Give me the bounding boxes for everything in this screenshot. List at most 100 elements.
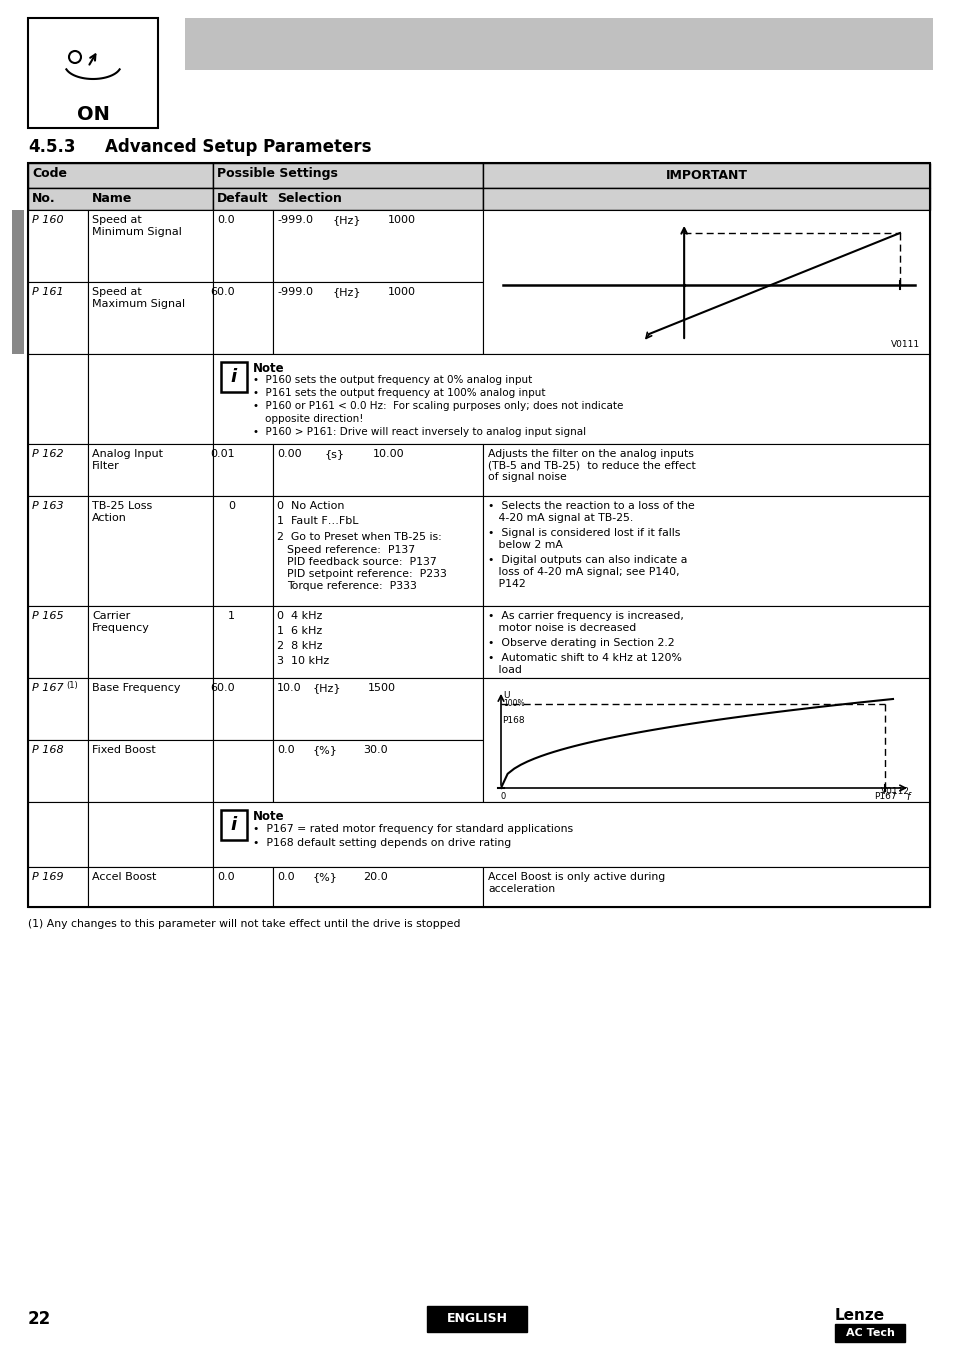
Text: PID setpoint reference:  P233: PID setpoint reference: P233 <box>287 568 446 579</box>
Text: P 167: P 167 <box>32 683 64 692</box>
Text: f: f <box>905 792 909 801</box>
Text: P 168: P 168 <box>32 746 64 755</box>
Text: opposite direction!: opposite direction! <box>265 414 363 424</box>
Text: 0.01: 0.01 <box>211 448 234 459</box>
Text: •  Automatic shift to 4 kHz at 120%: • Automatic shift to 4 kHz at 120% <box>488 653 681 662</box>
Bar <box>213 801 929 867</box>
Text: •  P160 > P161: Drive will react inversely to analog input signal: • P160 > P161: Drive will react inversel… <box>253 427 585 438</box>
Text: 100%: 100% <box>502 699 524 707</box>
Bar <box>28 801 88 867</box>
Text: 4-20 mA signal at TB-25.: 4-20 mA signal at TB-25. <box>488 512 633 523</box>
Bar <box>88 210 213 282</box>
Text: •  P168 default setting depends on drive rating: • P168 default setting depends on drive … <box>253 838 511 848</box>
Text: 1000: 1000 <box>388 288 416 297</box>
Text: •  P160 sets the output frequency at 0% analog input: • P160 sets the output frequency at 0% a… <box>253 375 532 384</box>
Text: Selection: Selection <box>276 192 341 204</box>
Bar <box>213 444 273 496</box>
Text: 20.0: 20.0 <box>363 872 387 882</box>
Text: P167: P167 <box>873 792 896 801</box>
Bar <box>834 1323 904 1343</box>
Text: 0: 0 <box>228 502 234 511</box>
Text: Torque reference:  P333: Torque reference: P333 <box>287 581 416 592</box>
Text: 60.0: 60.0 <box>211 683 234 692</box>
Text: Accel Boost is only active during
acceleration: Accel Boost is only active during accele… <box>488 872 664 894</box>
Text: -999.0: -999.0 <box>276 288 313 297</box>
Text: 1500: 1500 <box>368 683 395 692</box>
Bar <box>273 740 482 801</box>
Bar <box>28 444 88 496</box>
Text: •  Digital outputs can also indicate a: • Digital outputs can also indicate a <box>488 555 687 566</box>
Text: Advanced Setup Parameters: Advanced Setup Parameters <box>105 138 371 155</box>
Bar <box>28 354 88 444</box>
Bar <box>482 210 929 354</box>
Bar <box>482 496 929 607</box>
Bar <box>28 740 88 801</box>
Text: 22: 22 <box>28 1310 51 1328</box>
Bar <box>28 867 88 906</box>
Bar <box>88 607 213 677</box>
Bar <box>28 210 88 282</box>
Bar <box>213 164 482 188</box>
Text: {%}: {%} <box>313 872 337 882</box>
Text: •  As carrier frequency is increased,: • As carrier frequency is increased, <box>488 611 683 622</box>
Text: (1) Any changes to this parameter will not take effect until the drive is stoppe: (1) Any changes to this parameter will n… <box>28 919 460 930</box>
Text: 0.0: 0.0 <box>276 746 294 755</box>
Bar <box>273 607 482 677</box>
Text: {s}: {s} <box>325 448 345 459</box>
Text: Note: Note <box>253 363 284 375</box>
Text: •  P161 sets the output frequency at 100% analog input: • P161 sets the output frequency at 100%… <box>253 388 545 398</box>
Text: 60.0: 60.0 <box>211 288 234 297</box>
Text: Default: Default <box>216 192 269 204</box>
Bar <box>213 188 482 210</box>
Text: Speed at
Minimum Signal: Speed at Minimum Signal <box>91 215 182 237</box>
Text: {Hz}: {Hz} <box>333 215 361 225</box>
Text: V0111: V0111 <box>890 339 919 349</box>
Bar <box>28 496 88 607</box>
Text: below 2 mA: below 2 mA <box>488 540 562 551</box>
Text: AC Tech: AC Tech <box>844 1328 894 1338</box>
Bar <box>213 867 273 906</box>
Bar <box>28 282 88 354</box>
Text: 2  Go to Preset when TB-25 is:: 2 Go to Preset when TB-25 is: <box>276 532 441 542</box>
Text: loss of 4-20 mA signal; see P140,: loss of 4-20 mA signal; see P140, <box>488 567 679 577</box>
Bar <box>28 18 158 128</box>
Text: Speed at
Maximum Signal: Speed at Maximum Signal <box>91 288 185 308</box>
Text: -999.0: -999.0 <box>276 215 313 225</box>
Bar <box>273 282 482 354</box>
Text: 4.5.3: 4.5.3 <box>28 138 75 155</box>
Text: Name: Name <box>91 192 132 204</box>
Text: Fixed Boost: Fixed Boost <box>91 746 155 755</box>
Bar <box>273 210 482 282</box>
Text: 10.0: 10.0 <box>276 683 301 692</box>
Text: (1): (1) <box>66 682 77 690</box>
Bar <box>213 282 273 354</box>
Bar <box>273 867 482 906</box>
Bar <box>88 354 213 444</box>
Text: Analog Input
Filter: Analog Input Filter <box>91 448 163 470</box>
Text: 0.0: 0.0 <box>217 215 234 225</box>
Text: 0.0: 0.0 <box>276 872 294 882</box>
Text: Note: Note <box>253 810 284 823</box>
Text: P 163: P 163 <box>32 502 64 511</box>
Bar <box>221 363 247 393</box>
Bar <box>482 188 929 210</box>
Text: i: i <box>231 816 236 834</box>
Text: Carrier
Frequency: Carrier Frequency <box>91 611 150 632</box>
Text: i: i <box>231 368 236 386</box>
Bar <box>88 444 213 496</box>
Text: P 162: P 162 <box>32 448 64 459</box>
Text: motor noise is decreased: motor noise is decreased <box>488 623 636 632</box>
Bar <box>213 210 273 282</box>
Text: •  Observe derating in Section 2.2: • Observe derating in Section 2.2 <box>488 638 674 647</box>
Text: No.: No. <box>32 192 55 204</box>
Text: {%}: {%} <box>313 746 337 755</box>
Bar <box>88 740 213 801</box>
Bar <box>88 801 213 867</box>
Text: Lenze: Lenze <box>834 1308 884 1323</box>
Bar <box>482 677 929 801</box>
Text: 2  8 kHz: 2 8 kHz <box>276 641 322 652</box>
Text: P 169: P 169 <box>32 872 64 882</box>
Bar <box>482 164 929 188</box>
Bar <box>213 496 273 607</box>
Bar <box>427 1306 526 1332</box>
